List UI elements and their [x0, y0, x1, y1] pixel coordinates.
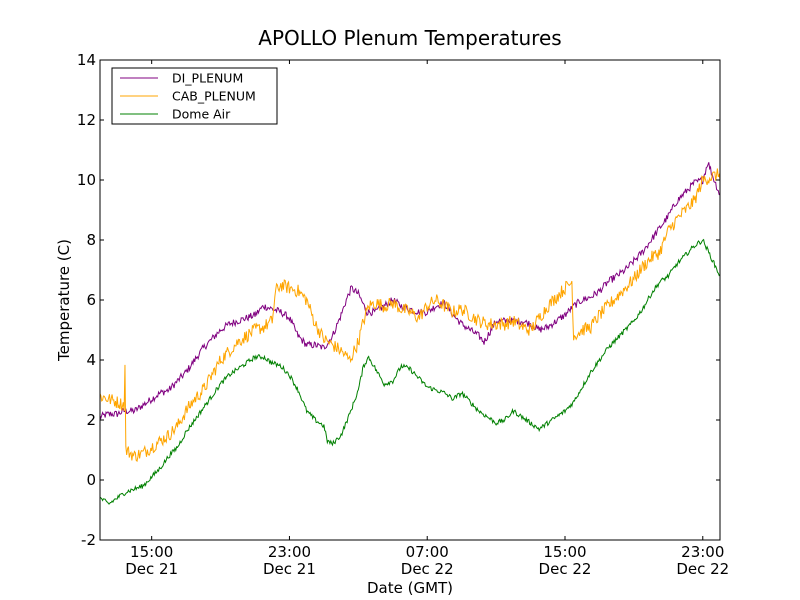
chart-title: APOLLO Plenum Temperatures — [258, 26, 561, 50]
series-line-cab-plenum — [99, 168, 721, 463]
legend-label: CAB_PLENUM — [172, 89, 256, 104]
series-line-dome-air — [99, 238, 721, 505]
x-tick-label-time: 23:00 — [268, 543, 311, 561]
x-tick-label-date: Dec 22 — [539, 560, 592, 578]
x-tick-label-date: Dec 22 — [676, 560, 729, 578]
y-axis-label: Temperature (C) — [55, 239, 73, 362]
legend-label: DI_PLENUM — [172, 71, 243, 86]
y-tick-label: 2 — [86, 411, 96, 429]
x-axis-label: Date (GMT) — [367, 579, 453, 597]
x-tick-label-time: 07:00 — [406, 543, 449, 561]
legend: DI_PLENUM CAB_PLENUM Dome Air — [111, 67, 278, 125]
legend-label: Dome Air — [172, 107, 231, 122]
x-tick-label-time: 15:00 — [130, 543, 173, 561]
y-tick-label: 12 — [77, 111, 96, 129]
x-tick-label-date: Dec 21 — [263, 560, 316, 578]
x-tick-label-time: 23:00 — [681, 543, 724, 561]
y-tick-label: 14 — [77, 51, 96, 69]
y-tick-label: 10 — [77, 171, 96, 189]
series-layer — [99, 162, 721, 505]
y-tick-label: 6 — [86, 291, 96, 309]
x-tick-label-time: 15:00 — [543, 543, 586, 561]
x-tick-label-date: Dec 21 — [125, 560, 178, 578]
x-tick-label-date: Dec 22 — [401, 560, 454, 578]
y-tick-label: 0 — [86, 471, 96, 489]
y-tick-label: 4 — [86, 351, 96, 369]
y-tick-label: 8 — [86, 231, 96, 249]
series-line-di-plenum — [99, 162, 721, 420]
y-tick-label: -2 — [81, 531, 96, 549]
